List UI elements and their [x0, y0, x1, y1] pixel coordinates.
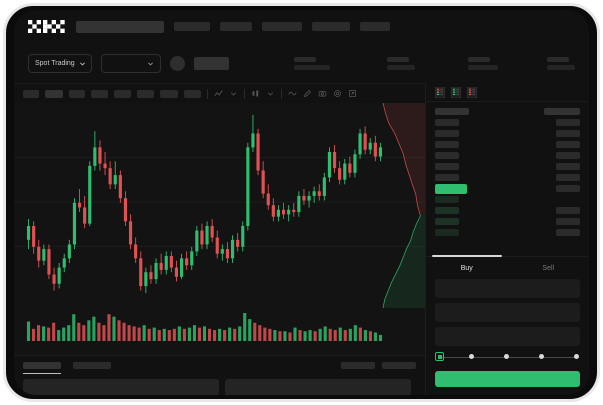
trading-pair-dropdown[interactable]: [101, 53, 162, 73]
toolbar-divider: [281, 88, 282, 99]
pair-name: [194, 56, 229, 70]
orderbook-bid-row[interactable]: [435, 216, 580, 227]
orderbook-panel: [425, 83, 589, 263]
trade-form-panel: Buy Sell: [425, 255, 590, 395]
stat-24h-high: [468, 56, 498, 70]
orderbook-header: [435, 106, 580, 117]
nav-item-trade[interactable]: [220, 22, 252, 31]
timeframe-1w[interactable]: [160, 89, 178, 98]
timeframe-1h[interactable]: [91, 89, 108, 98]
orderbook-ask-row[interactable]: [435, 172, 580, 183]
orderbook-ask-row[interactable]: [435, 139, 580, 150]
slider-handle[interactable]: [435, 352, 444, 361]
fullscreen-icon[interactable]: [348, 89, 357, 98]
trading-app-screen: Spot Trading: [14, 10, 589, 395]
drawing-icon[interactable]: [303, 89, 312, 98]
table-row[interactable]: [225, 379, 411, 395]
stat-24h-change: [387, 56, 415, 70]
orders-rows: [23, 379, 411, 395]
candlestick-chart[interactable]: [14, 103, 425, 301]
tab-buy[interactable]: Buy: [426, 255, 508, 279]
market-type-dropdown[interactable]: Spot Trading: [28, 53, 92, 73]
chevron-down-icon[interactable]: [229, 89, 238, 98]
volume-chart: [26, 313, 383, 341]
price-chart-panel[interactable]: [14, 103, 425, 355]
amount-slider[interactable]: [435, 352, 579, 363]
market-sub-header: Spot Trading: [14, 43, 589, 83]
orderbook-bids-icon[interactable]: [451, 86, 461, 98]
orderbook-ask-row[interactable]: [435, 117, 580, 128]
chevron-down-icon: [148, 62, 154, 65]
order-side-tabs: Buy Sell: [426, 255, 590, 279]
orderbook-bid-row[interactable]: [435, 205, 580, 216]
stat-last-price: [294, 56, 330, 70]
tab-order-history[interactable]: [73, 362, 111, 369]
chart-toolbar: [14, 83, 425, 103]
line-style-icon[interactable]: [288, 89, 297, 98]
orderbook-bid-row[interactable]: [435, 227, 580, 238]
timeframe-5m[interactable]: [45, 89, 63, 98]
tab-buy-label: Buy: [460, 264, 473, 272]
okx-logo-icon[interactable]: [28, 20, 66, 33]
amount-field[interactable]: [435, 303, 580, 322]
slider-step-50[interactable]: [504, 354, 509, 359]
price-field[interactable]: [435, 279, 580, 298]
active-tab-underline: [23, 373, 61, 374]
orderbook-bid-row[interactable]: [435, 194, 580, 205]
toolbar-divider: [244, 88, 245, 99]
nav-item-more[interactable]: [360, 22, 390, 31]
slider-step-100[interactable]: [574, 354, 579, 359]
orderbook-spread-row[interactable]: [435, 183, 580, 194]
total-field[interactable]: [435, 327, 580, 346]
chart-type-icon[interactable]: [251, 89, 260, 98]
tab-sell-label: Sell: [542, 264, 555, 272]
timeframe-1m[interactable]: [23, 89, 39, 98]
orders-panel: [14, 355, 425, 395]
orders-action-1[interactable]: [341, 362, 375, 369]
tab-open-orders[interactable]: [23, 362, 61, 374]
orderbook-rows: [426, 102, 589, 238]
nav-item-derivatives[interactable]: [262, 22, 302, 31]
timeframe-1d[interactable]: [137, 89, 154, 98]
table-row[interactable]: [23, 379, 219, 395]
nav-item-earn[interactable]: [312, 22, 350, 31]
orderbook-ask-row[interactable]: [435, 150, 580, 161]
toolbar-divider: [207, 88, 208, 99]
nav-item-markets[interactable]: [174, 22, 210, 31]
submit-order-button[interactable]: [435, 371, 580, 387]
top-navigation-bar: [14, 10, 589, 43]
indicators-icon[interactable]: [214, 89, 223, 98]
orderbook-ask-row[interactable]: [435, 128, 580, 139]
camera-icon[interactable]: [318, 89, 327, 98]
search-input[interactable]: [76, 20, 164, 33]
stat-24h-volume: [547, 56, 575, 70]
orders-tabs: [23, 362, 416, 374]
orderbook-view-modes: [426, 83, 589, 102]
chevron-down-icon[interactable]: [266, 89, 275, 98]
chevron-down-icon: [79, 62, 85, 65]
slider-step-75[interactable]: [539, 354, 544, 359]
orderbook-asks-icon[interactable]: [467, 86, 477, 98]
orders-actions: [341, 362, 416, 369]
timeframe-more[interactable]: [184, 89, 201, 98]
market-depth-overlay: [382, 103, 425, 308]
orderbook-both-icon[interactable]: [435, 86, 445, 98]
market-type-label: Spot Trading: [35, 59, 75, 67]
timeframe-15m[interactable]: [69, 89, 85, 98]
pair-avatar: [170, 55, 186, 71]
orderbook-ask-row[interactable]: [435, 161, 580, 172]
timeframe-4h[interactable]: [114, 89, 131, 98]
orders-action-2[interactable]: [382, 362, 416, 369]
tab-sell[interactable]: Sell: [508, 257, 590, 279]
settings-icon[interactable]: [333, 89, 342, 98]
slider-step-25[interactable]: [469, 354, 474, 359]
